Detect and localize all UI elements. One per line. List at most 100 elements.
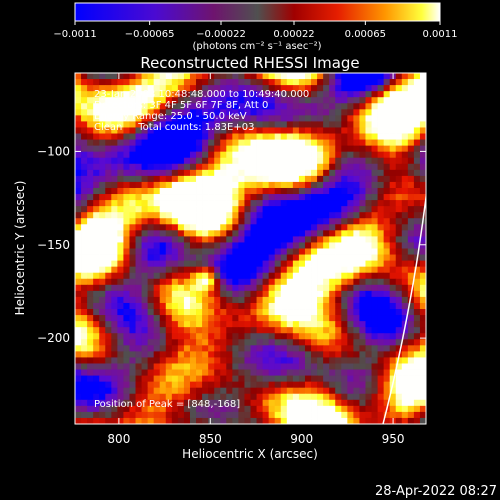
heatmap-pixel — [177, 302, 185, 310]
heatmap-pixel — [359, 339, 366, 346]
heatmap-pixel — [347, 387, 354, 395]
heatmap-pixel — [286, 151, 294, 159]
heatmap-pixel — [250, 151, 257, 159]
heatmap-pixel — [75, 296, 82, 304]
heatmap-pixel — [220, 224, 227, 231]
heatmap-pixel — [129, 315, 136, 322]
heatmap-pixel — [413, 79, 421, 86]
heatmap-pixel — [202, 133, 209, 140]
annotation-energy-range: Energy Range: 25.0 - 50.0 keV — [94, 111, 247, 122]
heatmap-pixel — [105, 212, 112, 219]
heatmap-pixel — [371, 345, 378, 352]
heatmap-pixel — [274, 327, 282, 334]
heatmap-pixel — [389, 187, 397, 195]
heatmap-pixel — [353, 151, 360, 159]
heatmap-pixel — [353, 254, 360, 261]
heatmap-pixel — [75, 260, 82, 268]
heatmap-pixel — [401, 79, 409, 86]
heatmap-pixel — [341, 284, 348, 292]
heatmap-pixel — [250, 73, 257, 80]
heatmap-pixel — [262, 212, 270, 219]
heatmap-pixel — [262, 333, 270, 340]
heatmap-pixel — [250, 272, 257, 280]
heatmap-pixel — [99, 339, 106, 346]
heatmap-pixel — [111, 411, 118, 419]
heatmap-pixel — [117, 109, 124, 116]
heatmap-pixel — [153, 411, 161, 419]
heatmap-pixel — [347, 411, 354, 419]
heatmap-pixel — [153, 91, 161, 98]
heatmap-pixel — [93, 236, 100, 243]
heatmap-pixel — [377, 254, 385, 261]
heatmap-pixel — [292, 73, 300, 80]
heatmap-pixel — [105, 321, 112, 328]
heatmap-pixel — [75, 345, 82, 352]
heatmap-pixel — [347, 327, 354, 334]
heatmap-pixel — [177, 109, 185, 116]
heatmap-pixel — [159, 333, 167, 340]
heatmap-pixel — [202, 296, 209, 304]
heatmap-pixel — [365, 345, 372, 352]
heatmap-pixel — [311, 417, 318, 424]
heatmap-pixel — [220, 345, 227, 352]
heatmap-pixel — [93, 393, 100, 401]
heatmap-pixel — [407, 85, 415, 92]
heatmap-pixel — [250, 206, 257, 213]
heatmap-pixel — [111, 218, 118, 225]
heatmap-pixel — [99, 405, 106, 413]
heatmap-pixel — [274, 206, 282, 213]
heatmap-pixel — [292, 91, 300, 98]
heatmap-pixel — [111, 230, 118, 237]
heatmap-pixel — [165, 315, 173, 322]
heatmap-pixel — [232, 242, 239, 249]
heatmap-pixel — [359, 327, 366, 334]
heatmap-pixel — [262, 381, 270, 389]
heatmap-pixel — [347, 139, 354, 147]
heatmap-pixel — [401, 272, 409, 280]
heatmap-pixel — [244, 296, 251, 304]
heatmap-pixel — [208, 399, 215, 407]
plot-area: 800 850 900 950−100−150−200 — [37, 72, 427, 446]
heatmap-pixel — [250, 387, 257, 395]
heatmap-pixel — [202, 327, 209, 334]
heatmap-pixel — [395, 321, 403, 328]
heatmap-pixel — [202, 411, 209, 419]
heatmap-pixel — [196, 260, 203, 268]
heatmap-pixel — [389, 224, 397, 231]
heatmap-pixel — [311, 333, 318, 340]
heatmap-pixel — [286, 290, 294, 298]
heatmap-pixel — [189, 200, 197, 207]
heatmap-pixel — [280, 194, 288, 201]
heatmap-pixel — [93, 399, 100, 407]
heatmap-pixel — [196, 218, 203, 225]
heatmap-pixel — [389, 333, 397, 340]
heatmap-pixel — [75, 272, 82, 280]
heatmap-pixel — [117, 169, 124, 177]
heatmap-pixel — [159, 387, 167, 395]
heatmap-pixel — [208, 194, 215, 201]
heatmap-pixel — [244, 399, 251, 407]
heatmap-pixel — [159, 212, 167, 219]
heatmap-pixel — [323, 357, 330, 364]
heatmap-pixel — [129, 399, 136, 407]
heatmap-pixel — [129, 127, 136, 134]
heatmap-pixel — [117, 248, 124, 255]
heatmap-pixel — [292, 127, 300, 134]
heatmap-pixel — [147, 405, 155, 413]
heatmap-pixel — [226, 375, 233, 383]
heatmap-pixel — [413, 357, 421, 364]
heatmap-pixel — [208, 85, 215, 92]
heatmap-pixel — [311, 351, 318, 358]
heatmap-pixel — [220, 79, 227, 86]
heatmap-pixel — [256, 175, 263, 183]
heatmap-pixel — [341, 309, 348, 316]
heatmap-pixel — [141, 139, 149, 147]
heatmap-pixel — [208, 224, 215, 231]
heatmap-pixel — [153, 248, 161, 255]
heatmap-pixel — [117, 115, 124, 122]
heatmap-pixel — [419, 254, 426, 261]
heatmap-pixel — [256, 302, 263, 310]
heatmap-pixel — [238, 417, 245, 424]
heatmap-pixel — [268, 339, 276, 346]
heatmap-pixel — [341, 393, 348, 401]
